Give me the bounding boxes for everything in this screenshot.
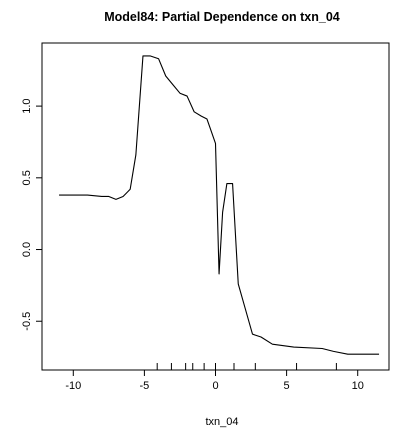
y-tick-label: -0.5 [21, 312, 33, 331]
plot-frame [41, 42, 390, 371]
x-tick-label: -5 [140, 380, 150, 392]
y-axis: -0.5 0.0 0.5 1.0 [21, 98, 42, 331]
x-tick-label: 0 [212, 380, 218, 392]
x-tick-label: 5 [284, 380, 290, 392]
rug-marks [156, 363, 337, 370]
chart-title: Model84: Partial Dependence on txn_04 [104, 10, 340, 24]
y-tick-label: 1.0 [21, 98, 33, 113]
x-axis: -10 -5 0 5 10 [65, 370, 364, 392]
y-tick-label: 0.5 [21, 170, 33, 185]
x-axis-label: txn_04 [205, 416, 238, 428]
x-tick-label: 10 [352, 380, 364, 392]
y-tick-label: 0.0 [21, 242, 33, 257]
series-line [59, 55, 380, 355]
x-tick-label: -10 [65, 380, 81, 392]
